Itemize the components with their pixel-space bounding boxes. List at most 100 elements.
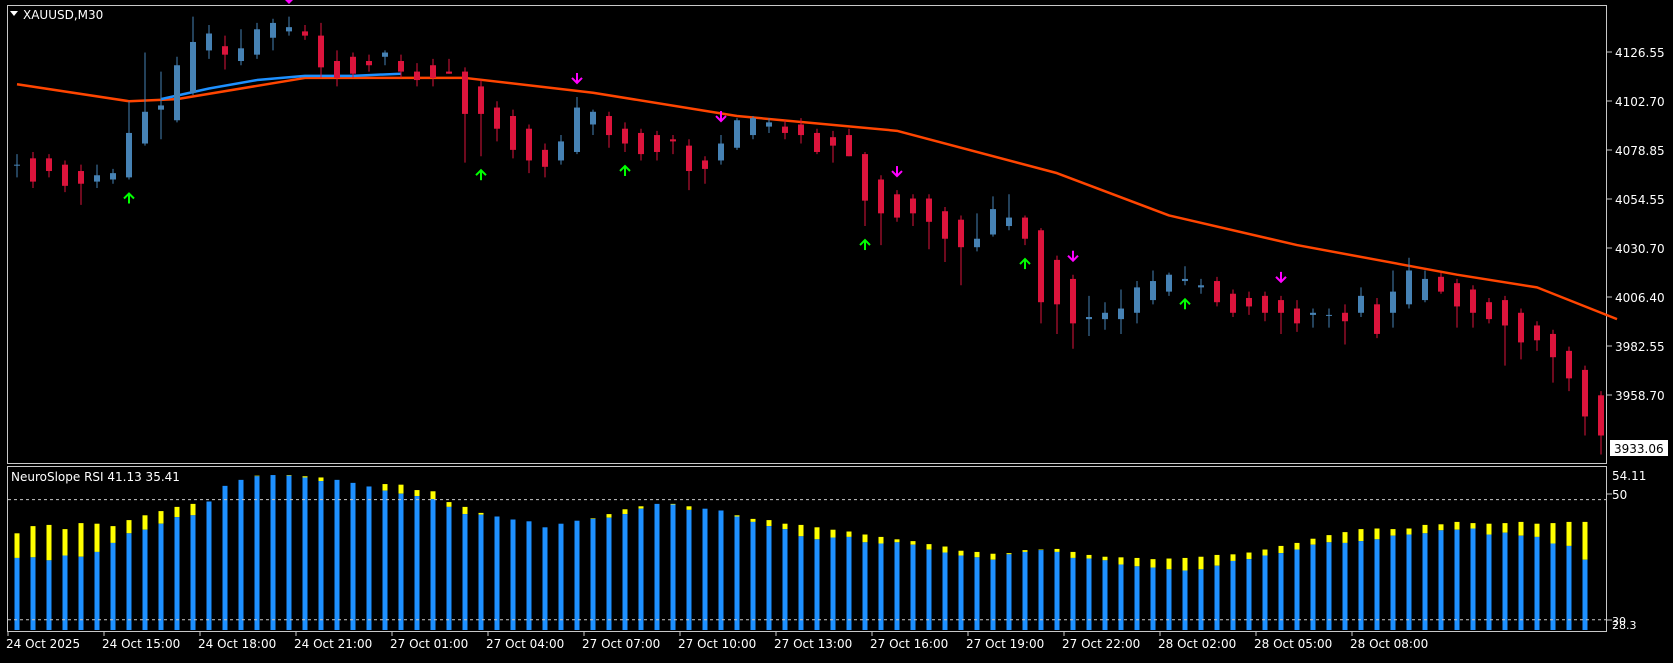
symbol-label: XAUUSD,M30 — [23, 8, 103, 22]
histogram-bar-blue — [30, 557, 36, 630]
candle-body — [1262, 295, 1268, 313]
histogram-bar-blue — [1134, 566, 1140, 630]
candle-body — [462, 71, 468, 114]
histogram-bar-yellow — [830, 529, 836, 538]
histogram-bar-blue — [238, 479, 244, 630]
histogram-bar-yellow — [910, 541, 916, 545]
candles-layer — [14, 16, 1604, 455]
indicator-axis: 54.11 50 30 28.3 — [1607, 469, 1646, 632]
histogram-bar-yellow — [1470, 523, 1476, 529]
histogram-bar-yellow — [430, 491, 436, 500]
arrow-down-icon — [571, 72, 583, 85]
candle-body — [942, 211, 948, 239]
candle-body — [1246, 297, 1252, 307]
candle-body — [1422, 278, 1428, 301]
histogram-bar-blue — [1582, 559, 1588, 630]
histogram-bar-yellow — [398, 484, 404, 494]
candle-body — [590, 111, 596, 125]
histogram-bar-yellow — [94, 523, 100, 552]
histogram-bar-yellow — [110, 526, 116, 543]
histogram-bar-yellow — [1278, 545, 1284, 554]
histogram-bar-yellow — [158, 511, 164, 524]
histogram-bar-blue — [782, 529, 788, 630]
histogram-bar-blue — [286, 475, 292, 630]
candle-body — [334, 61, 340, 78]
candle-body — [78, 171, 84, 184]
histogram-bar-yellow — [782, 523, 788, 530]
candle-body — [1214, 281, 1220, 303]
price-tick-label: 3982.55 — [1615, 340, 1665, 354]
indicator-max-label: 54.11 — [1612, 469, 1646, 483]
histogram-bar-blue — [1278, 553, 1284, 630]
time-tick-label: 28 Oct 08:00 — [1350, 637, 1428, 651]
histogram-bar-blue — [494, 516, 500, 630]
candle-body — [14, 164, 20, 166]
histogram-bar-blue — [398, 493, 404, 630]
histogram-bar-blue — [1326, 542, 1332, 630]
candle-body — [1566, 350, 1572, 379]
candle-body — [1182, 278, 1188, 282]
histogram-bar-yellow — [1118, 557, 1124, 565]
histogram-bar-yellow — [1150, 559, 1156, 568]
time-tick-label: 27 Oct 16:00 — [870, 637, 948, 651]
candle-body — [606, 116, 612, 136]
candle-body — [1006, 217, 1012, 227]
candle-body — [494, 107, 500, 129]
indicator-pane-frame — [7, 466, 1607, 632]
candle-body — [1358, 295, 1364, 313]
candle-body — [1374, 304, 1380, 334]
candle-body — [910, 198, 916, 214]
histogram-bar-blue — [302, 477, 308, 630]
price-tick-label: 4078.85 — [1615, 144, 1665, 158]
candle-body — [1454, 283, 1460, 307]
histogram-bar-blue — [942, 552, 948, 630]
chart-menu-triangle-icon[interactable] — [10, 11, 18, 16]
histogram-bar-blue — [318, 481, 324, 630]
time-axis: 24 Oct 2025 24 Oct 15:00 24 Oct 18:00 24… — [6, 632, 1428, 651]
histogram-bar-yellow — [1550, 523, 1556, 544]
candle-body — [398, 61, 404, 72]
arrow-down-icon — [891, 166, 903, 178]
histogram-bar-yellow — [1022, 550, 1028, 552]
candle-body — [574, 107, 580, 152]
histogram-bar-blue — [862, 542, 868, 630]
candle-body — [94, 175, 100, 182]
histogram-bar-blue — [158, 523, 164, 630]
candle-body — [1198, 285, 1204, 288]
histogram-bar-blue — [670, 504, 676, 630]
candle-body — [990, 209, 996, 235]
price-tick-label: 4102.70 — [1615, 95, 1665, 109]
candle-body — [1518, 312, 1524, 343]
histogram-bar-blue — [1342, 542, 1348, 630]
candle-body — [846, 135, 852, 157]
histogram-bar-blue — [1038, 550, 1044, 630]
histogram-bar-blue — [1310, 544, 1316, 630]
candle-body — [750, 118, 756, 136]
histogram-bar-yellow — [878, 536, 884, 544]
arrow-up-icon — [859, 238, 871, 251]
candle-body — [1150, 281, 1156, 301]
histogram-bar-blue — [558, 523, 564, 630]
histogram-layer — [14, 475, 1588, 630]
candle-body — [1102, 312, 1108, 320]
histogram-bar-blue — [1230, 560, 1236, 630]
histogram-bar-yellow — [190, 503, 196, 516]
histogram-bar-yellow — [1102, 556, 1108, 561]
histogram-bar-blue — [14, 557, 20, 630]
arrow-down-icon — [1067, 250, 1079, 263]
histogram-bar-yellow — [862, 534, 868, 543]
arrow-up-icon — [1019, 257, 1031, 270]
candle-body — [1326, 314, 1332, 316]
histogram-bar-blue — [270, 475, 276, 630]
arrow-up-icon — [123, 192, 135, 204]
histogram-bar-blue — [1358, 541, 1364, 630]
candle-body — [318, 35, 324, 68]
histogram-bar-blue — [1086, 558, 1092, 630]
histogram-bar-blue — [638, 508, 644, 630]
histogram-bar-yellow — [414, 490, 420, 497]
histogram-bar-blue — [1518, 535, 1524, 630]
indicator-title: NeuroSlope RSI 41.13 35.41 — [11, 470, 180, 484]
candle-body — [958, 219, 964, 248]
